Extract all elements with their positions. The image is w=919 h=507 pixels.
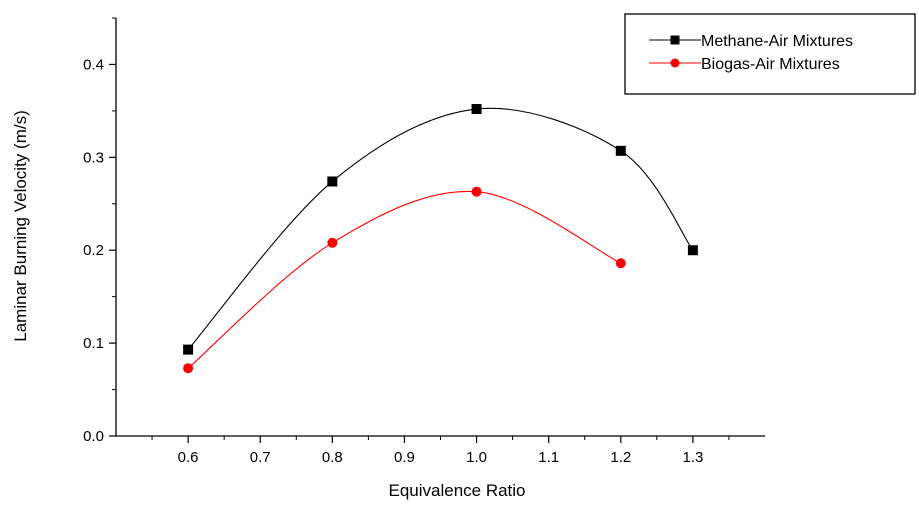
legend-label: Biogas-Air Mixtures	[701, 56, 840, 73]
legend-item: Methane-Air Mixtures	[649, 33, 853, 50]
axes: 0.6 0.7 0.8 0.9 1.0 1.1 1.2 1.3 0.0 0.1 0.2 0.3 0.4	[83, 17, 765, 466]
y-tick-label: 0.1	[83, 335, 104, 352]
data-point	[183, 363, 194, 374]
data-point	[615, 258, 626, 269]
x-tick-label: 1.0	[466, 449, 487, 466]
series-1	[183, 104, 698, 355]
plot-area	[183, 104, 698, 374]
x-tick-label: 0.7	[250, 449, 271, 466]
y-tick-label: 0.2	[83, 242, 104, 259]
data-point	[471, 104, 482, 115]
legend-box	[624, 13, 916, 95]
x-tick-label: 0.6	[178, 449, 199, 466]
series-line	[187, 107, 694, 350]
x-tick-label: 0.8	[322, 449, 343, 466]
data-point	[327, 176, 338, 187]
data-point	[687, 245, 698, 256]
legend-marker	[670, 58, 680, 68]
y-tick-label: 0.4	[83, 56, 104, 73]
x-tick-label: 0.9	[394, 449, 415, 466]
data-point	[471, 186, 482, 197]
legend-label: Methane-Air Mixtures	[701, 33, 853, 50]
data-point	[327, 237, 338, 248]
y-tick-label: 0.0	[83, 428, 104, 445]
x-tick-label: 1.1	[538, 449, 559, 466]
legend-marker	[670, 35, 680, 45]
series-line	[187, 190, 622, 369]
y-axis-title: Laminar Burning Velocity (m/s)	[11, 110, 30, 341]
data-point	[615, 145, 626, 156]
x-tick-label: 1.3	[682, 449, 703, 466]
legend-item: Biogas-Air Mixtures	[649, 56, 840, 73]
series-2	[183, 186, 626, 374]
data-point	[183, 344, 194, 355]
x-tick-label: 1.2	[610, 449, 631, 466]
legend: Methane-Air Mixtures Biogas-Air Mixtures	[624, 13, 916, 95]
x-axis-title: Equivalence Ratio	[388, 481, 525, 500]
y-tick-label: 0.3	[83, 149, 104, 166]
